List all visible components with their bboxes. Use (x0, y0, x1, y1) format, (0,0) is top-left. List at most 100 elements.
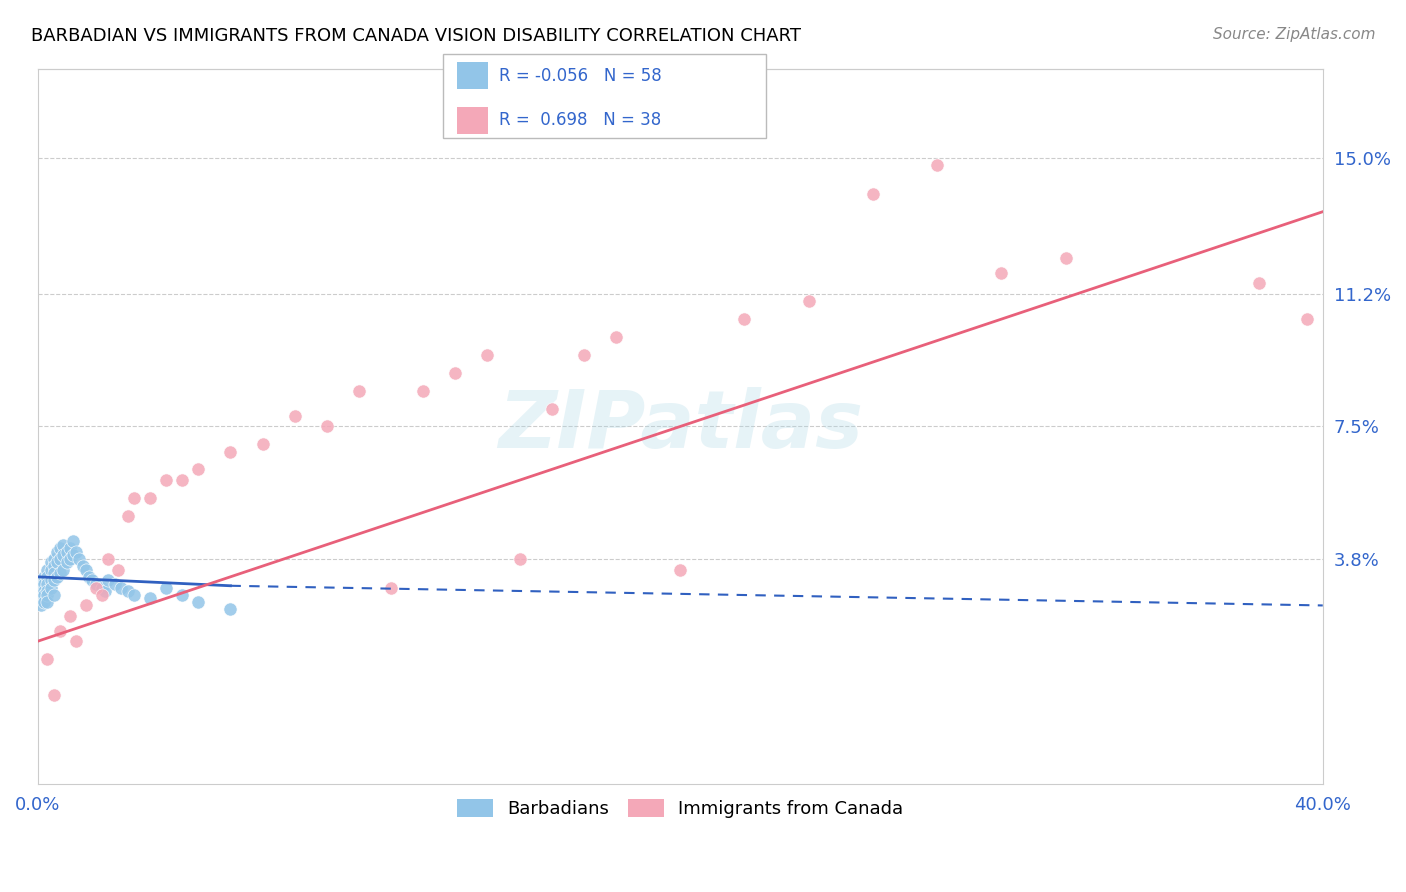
Point (59, 609, 82, 624)
Point (219, 444, 242, 458)
Point (37, 588, 59, 602)
Point (172, 588, 194, 602)
Point (122, 491, 145, 505)
Text: ZIPatlas: ZIPatlas (498, 387, 863, 466)
Text: R =  0.698   N = 38: R = 0.698 N = 38 (499, 112, 661, 129)
Point (107, 563, 129, 577)
Point (30, 591, 52, 606)
Point (252, 437, 274, 451)
Point (32, 595, 55, 609)
Point (42, 588, 65, 602)
Point (1295, 312, 1317, 326)
Point (37, 563, 59, 577)
Point (927, 158, 949, 172)
Point (605, 330, 627, 344)
Point (32, 584, 55, 599)
Point (46, 570, 69, 584)
Point (862, 186, 884, 201)
Point (42, 574, 65, 588)
Point (46, 545, 69, 559)
Point (219, 602, 242, 616)
Point (139, 591, 162, 606)
Point (59, 552, 82, 566)
Point (30, 577, 52, 591)
Point (72, 559, 94, 574)
Point (52, 549, 75, 563)
Point (509, 552, 531, 566)
Point (91, 588, 114, 602)
Point (122, 588, 145, 602)
Point (62, 549, 84, 563)
Point (37, 652, 59, 666)
Legend: Barbadians, Immigrants from Canada: Barbadians, Immigrants from Canada (450, 792, 911, 825)
Point (42, 552, 65, 566)
Point (155, 473, 177, 487)
Point (572, 348, 595, 362)
Point (49, 552, 72, 566)
Point (139, 491, 162, 505)
Point (75, 563, 97, 577)
Point (39, 556, 62, 570)
Point (32, 577, 55, 591)
Point (284, 409, 307, 423)
Point (172, 473, 194, 487)
Point (65, 634, 87, 648)
Point (155, 581, 177, 595)
Point (797, 294, 820, 309)
Point (46, 556, 69, 570)
Point (77, 570, 100, 584)
Point (97, 552, 120, 566)
Point (477, 348, 499, 362)
Point (82, 574, 104, 588)
Point (55, 556, 77, 570)
Point (187, 595, 209, 609)
Point (117, 508, 139, 523)
Point (1247, 277, 1270, 291)
Point (49, 624, 72, 638)
Point (315, 419, 337, 434)
Point (117, 584, 139, 599)
Point (49, 541, 72, 556)
Point (62, 534, 84, 549)
Point (110, 581, 132, 595)
Point (39, 574, 62, 588)
Point (30, 599, 52, 613)
Point (734, 312, 756, 326)
Point (59, 541, 82, 556)
Point (39, 563, 62, 577)
Point (84, 577, 107, 591)
Point (42, 688, 65, 702)
Point (412, 384, 434, 398)
Point (97, 574, 120, 588)
Text: Source: ZipAtlas.com: Source: ZipAtlas.com (1212, 27, 1375, 42)
Point (42, 559, 65, 574)
Point (37, 584, 59, 599)
Point (37, 577, 59, 591)
Point (540, 401, 562, 416)
Point (49, 566, 72, 581)
Point (52, 563, 75, 577)
Point (37, 570, 59, 584)
Point (104, 577, 127, 591)
Point (69, 552, 91, 566)
Point (187, 462, 209, 476)
Point (94, 584, 117, 599)
Point (91, 581, 114, 595)
Point (990, 266, 1012, 280)
Point (39, 581, 62, 595)
Text: R = -0.056   N = 58: R = -0.056 N = 58 (499, 67, 662, 85)
Point (32, 588, 55, 602)
Point (669, 563, 692, 577)
Point (42, 566, 65, 581)
Point (52, 538, 75, 552)
Point (84, 581, 107, 595)
Point (32, 570, 55, 584)
Point (55, 545, 77, 559)
Point (65, 545, 87, 559)
Point (444, 366, 467, 380)
Point (1054, 252, 1077, 266)
Point (37, 595, 59, 609)
Point (347, 384, 370, 398)
Point (30, 584, 52, 599)
Text: BARBADIAN VS IMMIGRANTS FROM CANADA VISION DISABILITY CORRELATION CHART: BARBADIAN VS IMMIGRANTS FROM CANADA VISI… (31, 27, 801, 45)
